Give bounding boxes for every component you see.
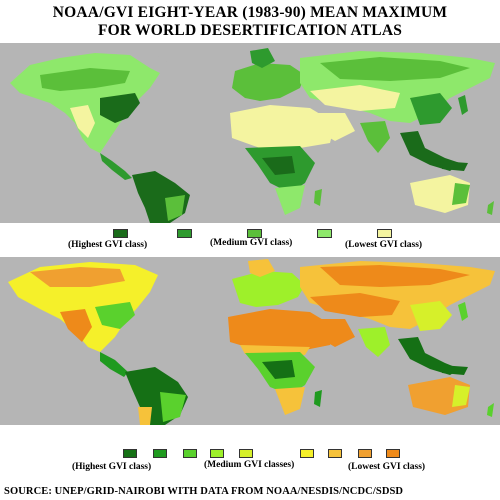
new-guinea — [440, 161, 468, 171]
legend-bottom-swatch-6 — [300, 449, 314, 458]
legend-bottom-swatch-7 — [328, 449, 342, 458]
legend-top-highest: (Highest GVI class) — [68, 240, 148, 250]
central-asia-dry — [310, 293, 400, 317]
africa-south — [275, 387, 305, 415]
north-america-east — [95, 302, 135, 329]
south-america-east — [165, 195, 185, 221]
africa-south — [275, 185, 305, 215]
siberia — [320, 265, 470, 287]
africa-rainforest — [262, 156, 295, 175]
scandinavia — [248, 259, 275, 277]
source-credit: SOURCE: UNEP/GRID-NAIROBI WITH DATA FROM… — [4, 486, 404, 497]
new-zealand — [487, 403, 494, 417]
north-america-east-forest — [100, 93, 140, 123]
greenland — [150, 43, 195, 63]
gvi-map-top — [0, 43, 500, 223]
legend-bottom-swatch-2 — [153, 449, 167, 458]
north-america-boreal — [40, 68, 130, 91]
legend-bottom-swatch-1 — [123, 449, 137, 458]
north-america-west — [60, 309, 92, 342]
legend-bottom-swatch-5 — [239, 449, 253, 458]
south-america-east — [160, 392, 186, 422]
legend-top-swatch-3 — [247, 229, 262, 238]
south-asia — [360, 121, 390, 153]
east-asia — [410, 93, 452, 125]
north-america-west-dry — [70, 105, 95, 138]
arabia — [312, 319, 355, 347]
world-map-top-svg — [10, 43, 495, 223]
africa-sahara — [230, 105, 335, 148]
legend-top-swatch-1 — [113, 229, 128, 238]
central-america — [100, 153, 132, 180]
southeast-asia — [400, 131, 460, 171]
australia-east — [452, 385, 470, 407]
new-guinea — [440, 365, 468, 375]
legend-bottom-swatch-8 — [358, 449, 372, 458]
north-america-boreal — [30, 267, 125, 287]
legend-bottom-highest: (Highest GVI class) — [72, 462, 152, 472]
europe — [232, 63, 305, 101]
australia-east — [452, 183, 470, 205]
legend-top-swatch-5 — [377, 229, 392, 238]
central-asia-dry — [310, 85, 400, 111]
south-asia — [358, 327, 390, 357]
new-zealand — [487, 201, 494, 215]
legend-top-medium: (Medium GVI class) — [210, 238, 293, 248]
legend-bottom-lowest: (Lowest GVI class) — [348, 462, 426, 472]
japan — [458, 302, 468, 321]
map-title-line-2: FOR WORLD DESERTIFICATION ATLAS — [97, 22, 403, 39]
legend-top-lowest: (Lowest GVI class) — [345, 240, 423, 250]
north-america — [8, 262, 158, 352]
siberia-forest — [320, 57, 470, 81]
legend-bottom-swatch-9 — [386, 449, 400, 458]
africa-arabia — [312, 113, 355, 141]
legend-bottom-medium: (Medium GVI classes) — [204, 460, 295, 470]
africa-sahara — [228, 309, 335, 351]
east-asia — [410, 301, 452, 331]
legend-bottom-swatch-3 — [183, 449, 197, 458]
patagonia — [138, 407, 152, 425]
map-title-line-1: NOAA/GVI EIGHT-YEAR (1983-90) MEAN MAXIM… — [52, 4, 448, 21]
madagascar — [314, 390, 322, 407]
legend-top-swatch-2 — [177, 229, 192, 238]
legend-top-swatch-4 — [317, 229, 332, 238]
world-map-bottom-svg — [8, 259, 495, 425]
central-america — [100, 352, 128, 377]
africa-rainforest — [262, 360, 295, 379]
scandinavia — [250, 48, 275, 68]
europe — [232, 271, 305, 307]
madagascar — [314, 189, 322, 206]
japan — [458, 95, 468, 115]
legend-bottom-swatch-4 — [210, 449, 224, 458]
gvi-map-bottom — [0, 257, 500, 425]
